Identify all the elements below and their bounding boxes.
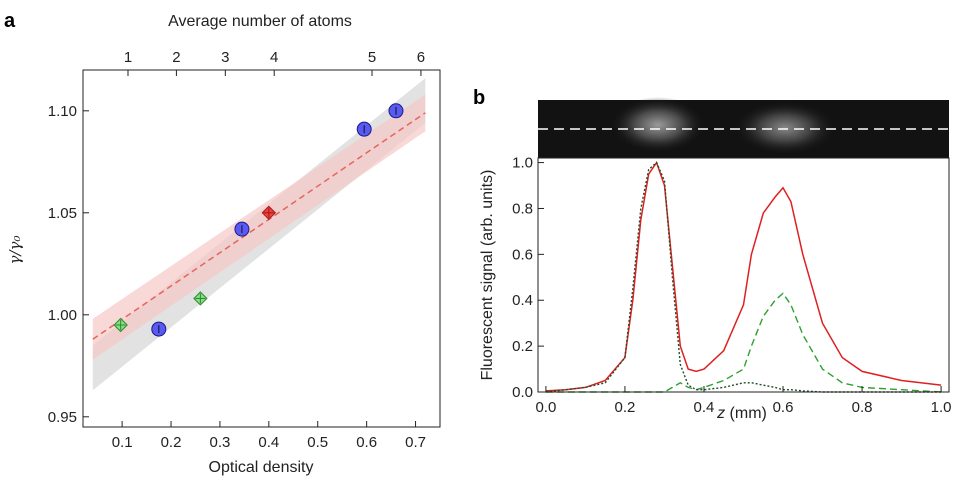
x-axis-unit: (mm) [725, 405, 767, 422]
x-axis-title-b: z (mm) [716, 405, 767, 422]
atom-cloud-left [610, 97, 706, 153]
panel-b-label: b [473, 87, 485, 109]
y-tick-label-a: 0.95 [48, 409, 77, 426]
panel-b-frame [537, 157, 950, 393]
x-tick-label-b: 0.8 [852, 399, 873, 416]
top-tick-label: 4 [270, 49, 278, 66]
y-tick-label-b: 0.4 [512, 292, 533, 309]
panel-a-axes: 0.1 0.2 0.3 0.4 0.5 0.6 0.7 0.95 1.00 1.05 1.10 1 2 3… [48, 49, 426, 451]
fluorescence-image [538, 97, 949, 158]
x-axis-title-a: Optical density [209, 459, 314, 476]
x-tick-label-a: 0.5 [307, 434, 328, 451]
x-axis-variable: z [716, 405, 725, 422]
panel-a-clip-group [92, 78, 426, 391]
y-axis-title-b: Fluorescent signal (arb. units) [479, 170, 496, 381]
y-tick-label-b: 0.8 [512, 200, 533, 217]
x-tick-label-b: 0.4 [694, 399, 715, 416]
x-tick-label-a: 0.6 [356, 434, 377, 451]
panel-a-frame [82, 69, 441, 428]
panel-b-axes: 0.0 0.2 0.4 0.6 0.8 1.0 0.0 0.2 0.4 0.6 0.8 1.0 [512, 155, 951, 416]
panel-a-plot [92, 78, 426, 391]
panel-a-label: a [4, 10, 16, 32]
y-tick-label-a: 1.00 [48, 307, 77, 324]
x-tick-label-b: 0.6 [773, 399, 794, 416]
panel-a: a Average number of atoms 0.1 0.2 0.3 0.4 0.… [4, 10, 441, 476]
x-tick-label-b: 0.2 [615, 399, 636, 416]
panel-b: b 0.0 0.2 0.4 0.6 0.8 1.0 0.0 0.2 0.4 0.6 [473, 87, 952, 422]
y-tick-label-a: 1.10 [48, 103, 77, 120]
y-tick-label-a: 1.05 [48, 205, 77, 222]
top-tick-label: 1 [124, 49, 132, 66]
series-solid-red [545, 160, 942, 392]
confidence-band-red [92, 94, 426, 360]
y-tick-label-b: 0.2 [512, 338, 533, 355]
x-tick-label-b: 1.0 [931, 399, 952, 416]
atom-cloud-right [733, 101, 837, 155]
top-tick-label: 3 [221, 49, 229, 66]
top-tick-label: 6 [417, 49, 425, 66]
x-tick-label-a: 0.1 [112, 434, 133, 451]
top-axis-title: Average number of atoms [168, 13, 352, 30]
x-tick-label-a: 0.4 [258, 434, 279, 451]
series-dashed-green [545, 292, 942, 393]
x-tick-label-b: 0.0 [535, 399, 556, 416]
top-tick-label: 5 [368, 49, 376, 66]
x-tick-label-a: 0.7 [405, 434, 426, 451]
y-tick-label-b: 0.6 [512, 246, 533, 263]
top-tick-label: 2 [172, 49, 180, 66]
y-axis-title-a: γ/γ₀ [6, 236, 24, 265]
series-dotted-dark [545, 161, 942, 393]
y-tick-label-b: 0.0 [512, 384, 533, 401]
fit-line [92, 112, 426, 340]
x-tick-label-a: 0.3 [210, 434, 231, 451]
x-tick-label-a: 0.2 [161, 434, 182, 451]
y-tick-label-b: 1.0 [512, 155, 533, 172]
panel-b-plot [545, 160, 942, 393]
